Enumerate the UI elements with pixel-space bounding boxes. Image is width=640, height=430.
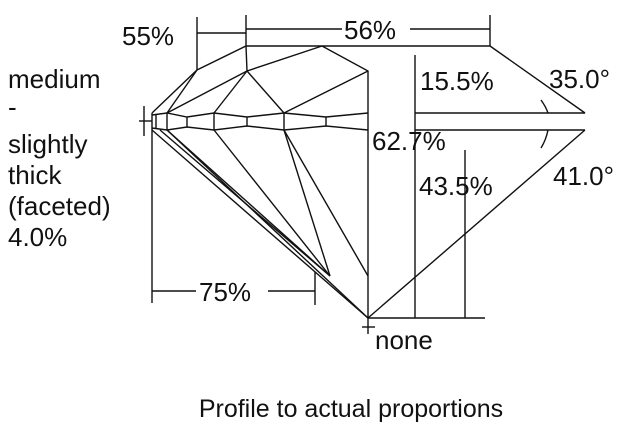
girdle-line: 4.0% [8,222,67,252]
crown-angle-percent-label: 55% [122,21,174,51]
girdle-description: medium - slightly thick (faceted) 4.0% [8,64,111,252]
total-depth-label: 62.7% [372,126,446,156]
caption: Profile to actual proportions [199,395,503,423]
crown-height-label: 15.5% [420,66,494,96]
girdle-line: slightly [8,129,87,159]
pavilion-angle-label: 41.0° [553,161,614,191]
lower-half-label: 75% [199,277,251,307]
diamond-outline [151,45,586,334]
table-percent-label: 56% [344,15,396,45]
crown-angle-label: 35.0° [549,64,610,94]
girdle-line: thick [8,160,62,190]
girdle-line: (faceted) [8,191,111,221]
culet-label: none [375,325,433,355]
dimension-lines [139,15,549,319]
girdle-line: medium [8,64,100,94]
girdle-line: - [8,92,17,122]
pavilion-depth-label: 43.5% [419,171,493,201]
